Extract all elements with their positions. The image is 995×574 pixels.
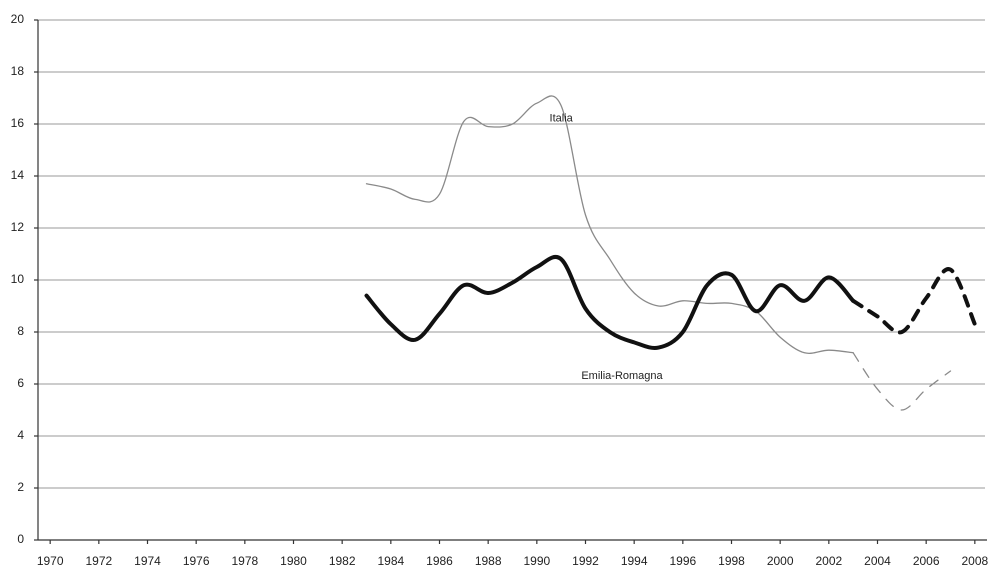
x-tick-label: 1996 <box>669 554 696 568</box>
series-line <box>365 95 854 354</box>
series-label: Emilia-Romagna <box>581 370 663 382</box>
x-tick-label: 1970 <box>37 554 64 568</box>
x-tick-label: 1976 <box>183 554 210 568</box>
x-tick-label: 2008 <box>961 554 988 568</box>
y-tick-label: 0 <box>17 532 24 546</box>
x-tick-label: 1974 <box>134 554 161 568</box>
x-tick-label: 1992 <box>572 554 599 568</box>
x-tick-label: 1988 <box>475 554 502 568</box>
x-tick-label: 1998 <box>718 554 745 568</box>
y-tick-label: 12 <box>11 220 25 234</box>
series-line-dashed <box>852 352 952 411</box>
x-tick-label: 1984 <box>377 554 404 568</box>
x-tick-label: 1980 <box>280 554 307 568</box>
x-tick-label: 1990 <box>523 554 550 568</box>
x-tick-label: 2000 <box>767 554 794 568</box>
y-tick-label: 10 <box>11 272 25 286</box>
x-tick-label: 2006 <box>913 554 940 568</box>
y-tick-label: 8 <box>17 324 24 338</box>
x-tick-label: 1978 <box>231 554 258 568</box>
x-tick-label: 1972 <box>85 554 112 568</box>
series-line <box>364 254 856 350</box>
x-tick-label: 1986 <box>426 554 453 568</box>
y-tick-label: 18 <box>11 64 25 78</box>
series-line-dashed <box>851 267 977 335</box>
series-label: Italia <box>550 113 574 125</box>
y-tick-label: 6 <box>17 376 24 390</box>
y-tick-label: 20 <box>11 12 25 26</box>
x-tick-label: 2002 <box>815 554 842 568</box>
x-tick-label: 1982 <box>329 554 356 568</box>
y-tick-label: 16 <box>11 116 25 130</box>
x-tick-label: 1994 <box>621 554 648 568</box>
y-tick-label: 14 <box>11 168 25 182</box>
y-tick-label: 2 <box>17 480 24 494</box>
x-tick-label: 2004 <box>864 554 891 568</box>
y-tick-label: 4 <box>17 428 24 442</box>
